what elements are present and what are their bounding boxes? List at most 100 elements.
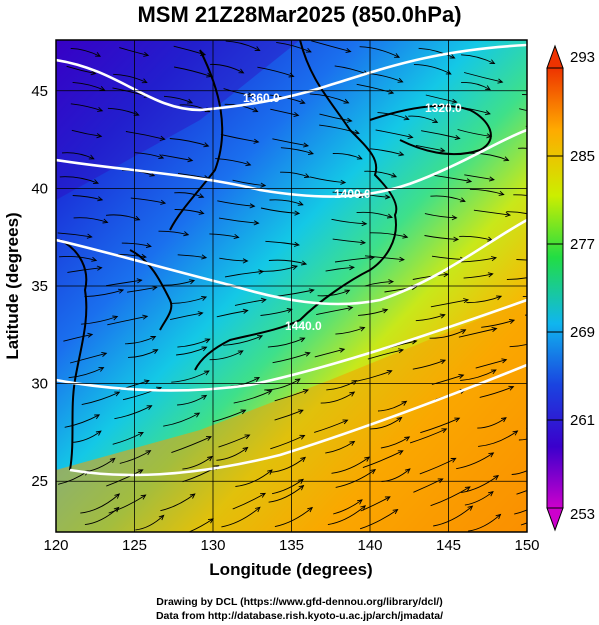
streamline — [419, 457, 456, 475]
streamline — [314, 348, 345, 358]
streamline — [158, 230, 189, 236]
streamline — [216, 447, 248, 461]
streamline — [358, 309, 388, 316]
streamline-arrow — [487, 272, 494, 278]
streamline — [270, 434, 305, 450]
streamline — [107, 107, 139, 116]
streamline-arrow — [254, 506, 261, 513]
streamline — [259, 265, 298, 272]
streamline-arrow — [391, 172, 398, 178]
streamline — [219, 257, 248, 262]
streamline-arrow — [398, 151, 405, 157]
streamline-arrow — [398, 348, 405, 354]
streamline-arrow — [509, 319, 516, 325]
streamline-arrow — [245, 161, 252, 167]
streamline — [316, 306, 353, 316]
streamline — [364, 281, 394, 287]
contour-label-1400: 1400.0 — [334, 187, 371, 201]
streamline — [457, 129, 492, 137]
streamline — [468, 514, 501, 532]
streamline — [174, 209, 204, 214]
streamline-arrow — [439, 313, 446, 319]
streamline — [409, 428, 447, 444]
colorbar-label: 269 — [570, 324, 595, 341]
streamline-arrow — [291, 265, 298, 271]
streamline-arrow — [402, 233, 409, 239]
y-tick-label: 45 — [31, 83, 48, 100]
streamline-arrow — [397, 450, 404, 456]
streamline-arrow — [140, 494, 147, 500]
streamline — [309, 176, 346, 184]
streamline — [522, 94, 527, 96]
coastlines — [59, 40, 492, 471]
contour-label-1320: 1320.0 — [425, 101, 462, 115]
x-tick-label: 140 — [357, 537, 382, 554]
streamline — [514, 509, 527, 515]
streamline — [265, 240, 299, 246]
streamline-arrow — [94, 414, 101, 420]
streamline-arrow — [145, 242, 152, 248]
streamline-arrow — [301, 260, 308, 266]
streamline-arrow — [302, 389, 309, 394]
streamline-arrow — [370, 469, 377, 475]
streamline — [117, 253, 146, 258]
streamline — [473, 209, 511, 216]
streamline-arrow — [237, 350, 244, 356]
streamline — [319, 113, 352, 122]
plot-frame — [55, 39, 528, 533]
streamline — [369, 73, 403, 83]
streamline — [280, 171, 310, 178]
streamline-arrow — [294, 378, 301, 384]
streamline — [412, 273, 449, 280]
streamline-arrow — [242, 258, 249, 264]
streamline-arrow — [361, 221, 368, 227]
streamline — [421, 130, 460, 139]
streamline-arrow — [297, 200, 304, 206]
streamline-arrow — [113, 506, 120, 513]
streamline — [66, 65, 96, 75]
streamline — [326, 380, 357, 391]
streamline-arrow — [360, 505, 366, 511]
streamline — [314, 419, 348, 433]
streamline-arrow — [359, 326, 366, 332]
streamline-arrow — [145, 450, 152, 456]
streamline — [216, 310, 248, 318]
streamline-arrow — [254, 46, 261, 51]
y-tick-label: 25 — [31, 473, 48, 490]
streamline-arrow — [189, 279, 196, 285]
streamline-arrow — [538, 273, 543, 277]
streamline-arrow — [203, 142, 210, 148]
streamline — [518, 147, 527, 149]
streamline — [520, 522, 527, 526]
streamline — [182, 456, 213, 470]
streamline-arrow — [498, 190, 505, 196]
streamline — [122, 387, 162, 401]
streamline — [509, 343, 527, 348]
streamline-arrow — [392, 509, 399, 515]
streamline-arrow — [382, 308, 389, 314]
streamline — [429, 329, 466, 339]
contour-label-1440: 1440.0 — [285, 319, 322, 333]
streamline — [430, 299, 469, 308]
streamline — [125, 131, 165, 140]
streamline-arrow — [252, 107, 259, 113]
streamline — [461, 475, 499, 494]
colorbar-bar — [546, 67, 564, 509]
streamline-arrow — [88, 154, 95, 160]
streamline — [177, 338, 210, 348]
streamline-arrow — [347, 305, 354, 311]
streamline-arrow — [238, 68, 245, 74]
streamline-arrow — [159, 135, 166, 141]
streamline — [424, 235, 459, 240]
streamline — [125, 336, 156, 345]
streamline — [333, 499, 363, 515]
streamline — [105, 214, 140, 221]
streamline-arrow — [96, 265, 103, 271]
streamline — [433, 174, 472, 182]
streamline-arrow — [90, 70, 97, 76]
streamline — [232, 493, 266, 510]
streamline — [408, 115, 438, 123]
streamline-arrow — [454, 134, 461, 141]
streamline-arrow — [260, 297, 267, 303]
streamline-arrow — [114, 493, 121, 499]
